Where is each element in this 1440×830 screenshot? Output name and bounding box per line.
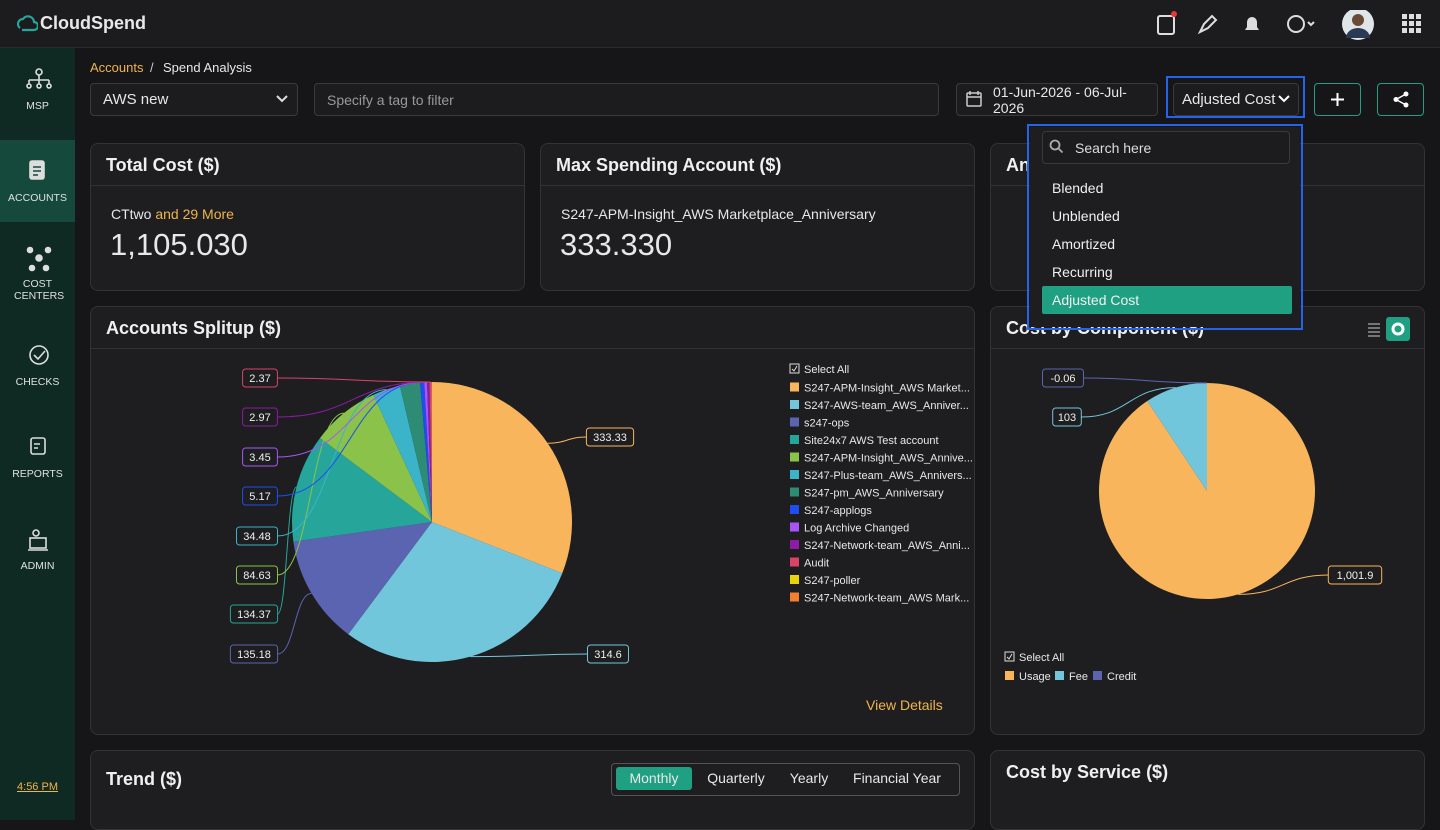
legend-swatch xyxy=(790,383,799,392)
data-label: 135.18 xyxy=(237,649,271,661)
data-label: 314.6 xyxy=(594,649,622,661)
legend-swatch xyxy=(790,400,799,409)
legend-label: s247-ops xyxy=(804,418,850,430)
data-label: 34.48 xyxy=(243,531,271,543)
legend-label: Fee xyxy=(1069,671,1088,683)
legend-label: S247-APM-Insight_AWS Market... xyxy=(804,383,970,395)
cost-type-menu: Search here Blended Unblended Amortized Rec… xyxy=(1027,124,1303,330)
menu-search[interactable]: Search here xyxy=(1042,131,1290,164)
legend-label: Usage xyxy=(1019,671,1051,683)
legend-swatch xyxy=(790,453,799,462)
data-label: 2.37 xyxy=(249,373,270,385)
menu-option[interactable]: Recurring xyxy=(1052,264,1113,280)
menu-option[interactable]: Blended xyxy=(1052,180,1103,196)
data-label: 3.45 xyxy=(249,452,270,464)
data-label: 103 xyxy=(1058,412,1076,424)
legend-label: Log Archive Changed xyxy=(804,523,909,535)
legend-swatch xyxy=(790,488,799,497)
legend-swatch xyxy=(1093,671,1102,680)
legend-label: S247-applogs xyxy=(804,505,872,517)
leader-line xyxy=(470,654,587,657)
leader-line xyxy=(548,437,587,443)
data-label: 1,001.9 xyxy=(1337,570,1374,582)
data-label: 5.17 xyxy=(249,491,270,503)
menu-option[interactable]: Adjusted Cost xyxy=(1052,292,1139,308)
select-all-checkbox xyxy=(1005,652,1014,661)
legend-swatch xyxy=(1055,671,1064,680)
check xyxy=(792,366,797,371)
data-label: 134.37 xyxy=(237,609,271,621)
search-icon xyxy=(1049,139,1065,155)
legend-select-all: Select All xyxy=(1019,652,1064,664)
legend-label: Audit xyxy=(804,558,829,570)
legend-swatch xyxy=(790,540,799,549)
data-label: 84.63 xyxy=(243,570,271,582)
data-label: 333.33 xyxy=(593,432,627,444)
data-label: -0.06 xyxy=(1050,373,1075,385)
legend-label: Credit xyxy=(1107,671,1136,683)
legend-label: S247-Network-team_AWS_Anni... xyxy=(804,540,970,552)
legend-swatch xyxy=(790,435,799,444)
legend-label: S247-pm_AWS_Anniversary xyxy=(804,488,944,500)
menu-option[interactable]: Unblended xyxy=(1052,208,1120,224)
legend-label: Site24x7 AWS Test account xyxy=(804,435,939,447)
menu-option[interactable]: Amortized xyxy=(1052,236,1115,252)
leader-line xyxy=(277,378,430,382)
legend-label: S247-poller xyxy=(804,575,861,587)
legend-label: S247-AWS-team_AWS_Anniver... xyxy=(804,400,969,412)
data-label: 2.97 xyxy=(249,412,270,424)
legend-swatch xyxy=(790,523,799,532)
legend-swatch xyxy=(790,593,799,602)
legend-swatch xyxy=(790,575,799,584)
select-all-checkbox xyxy=(790,364,799,373)
legend-label: S247-APM-Insight_AWS_Annive... xyxy=(804,453,973,465)
search-placeholder: Search here xyxy=(1075,140,1151,156)
legend-swatch xyxy=(790,558,799,567)
legend-label: S247-Plus-team_AWS_Annivers... xyxy=(804,470,972,482)
legend-label: S247-Network-team_AWS Mark... xyxy=(804,593,969,605)
legend-swatch xyxy=(790,470,799,479)
leader-line xyxy=(278,593,312,654)
legend-swatch xyxy=(1005,671,1014,680)
legend-swatch xyxy=(790,505,799,514)
legend-select-all: Select All xyxy=(804,364,849,376)
check xyxy=(1007,654,1012,659)
legend-swatch xyxy=(790,418,799,427)
leader-line xyxy=(1084,378,1208,383)
